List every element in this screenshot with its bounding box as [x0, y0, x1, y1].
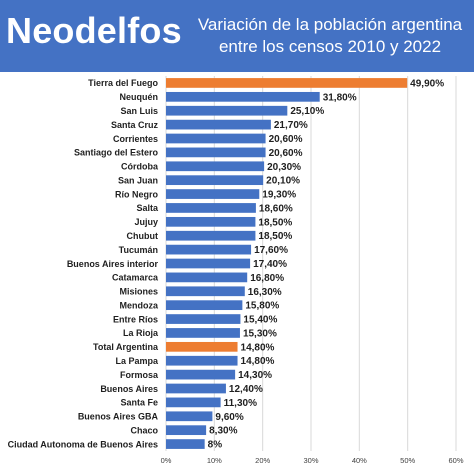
- value-label: 12,40%: [229, 384, 263, 395]
- category-label: Buenos Aires: [100, 384, 158, 394]
- value-label: 18,50%: [258, 217, 292, 228]
- bar: [166, 161, 265, 172]
- value-label: 20,60%: [269, 148, 303, 159]
- bar: [166, 147, 266, 158]
- value-label: 25,10%: [290, 106, 324, 117]
- category-label: Santa Cruz: [111, 120, 159, 130]
- x-tick-label: 60%: [448, 456, 463, 465]
- value-label: 9,60%: [215, 412, 243, 423]
- bar: [166, 189, 260, 199]
- bar: [166, 78, 408, 88]
- category-label: Chaco: [130, 425, 158, 435]
- bar: [166, 328, 240, 338]
- value-label: 20,60%: [269, 134, 303, 145]
- category-label: Catamarca: [112, 273, 159, 283]
- category-label: San Luis: [120, 106, 158, 116]
- bar: [166, 383, 226, 394]
- value-label: 15,30%: [243, 328, 277, 339]
- bar: [166, 425, 207, 436]
- bar: [166, 203, 256, 213]
- bar: [166, 216, 256, 227]
- category-label: Río Negro: [115, 189, 159, 199]
- value-label: 17,60%: [254, 245, 288, 256]
- category-label: San Juan: [118, 175, 158, 185]
- bar: [166, 411, 213, 422]
- category-label: Neuquén: [119, 92, 158, 102]
- category-label: Salta: [136, 203, 159, 213]
- value-label: 11,30%: [224, 398, 257, 409]
- value-label: 49,90%: [410, 78, 444, 89]
- bar: [166, 119, 271, 130]
- chart-title-line-2: entre los censos 2010 y 2022: [218, 37, 442, 56]
- category-label: Entre Ríos: [113, 314, 158, 324]
- bar: [166, 244, 252, 255]
- x-tick-label: 10%: [207, 456, 222, 465]
- bar: [166, 314, 241, 324]
- bar: [166, 272, 248, 283]
- category-label: Buenos Aires interior: [67, 259, 159, 269]
- value-label: 14,80%: [241, 356, 275, 367]
- chart-title-line-1: Variación de la población argentina: [197, 15, 463, 34]
- value-label: 8,30%: [209, 426, 237, 437]
- x-tick-label: 0%: [161, 456, 172, 465]
- category-label: Formosa: [120, 370, 159, 380]
- bar: [166, 341, 238, 352]
- value-label: 21,70%: [274, 120, 308, 131]
- category-label: Misiones: [119, 287, 158, 297]
- value-label: 31,80%: [323, 92, 357, 103]
- bar: [166, 300, 243, 311]
- category-label: La Pampa: [115, 356, 159, 366]
- value-label: 16,30%: [248, 287, 282, 298]
- bar: [166, 355, 238, 366]
- category-label: Corrientes: [113, 134, 158, 144]
- category-label: Córdoba: [121, 162, 159, 172]
- value-label: 17,40%: [253, 259, 287, 270]
- brand-logo-text: Neodelfos: [6, 10, 182, 51]
- x-tick-label: 20%: [255, 456, 270, 465]
- x-tick-label: 40%: [352, 456, 367, 465]
- bar: [166, 439, 205, 449]
- value-label: 20,30%: [267, 162, 301, 173]
- value-label: 20,10%: [266, 176, 300, 187]
- value-label: 15,80%: [245, 301, 279, 312]
- category-label: Santiago del Estero: [74, 148, 159, 158]
- category-label: Jujuy: [134, 217, 158, 227]
- bar: [166, 397, 221, 408]
- value-label: 16,80%: [250, 273, 284, 284]
- category-label: Chubut: [127, 231, 159, 241]
- category-label: Buenos Aires GBA: [78, 412, 159, 422]
- bar: [166, 105, 288, 116]
- value-label: 8%: [208, 440, 223, 451]
- category-label: Tucumán: [119, 245, 158, 255]
- value-label: 15,40%: [243, 315, 277, 326]
- value-label: 14,80%: [241, 342, 275, 353]
- value-label: 19,30%: [262, 190, 296, 201]
- value-label: 18,50%: [258, 231, 292, 242]
- bar: [166, 258, 251, 269]
- value-label: 14,30%: [238, 370, 272, 381]
- bar: [166, 133, 266, 144]
- bar: [166, 369, 236, 380]
- category-label: Mendoza: [119, 300, 158, 310]
- category-label: Ciudad Autonoma de Buenos Aires: [8, 439, 158, 449]
- bar: [166, 286, 245, 297]
- chart-title: Variación de la población argentina entr…: [190, 14, 470, 58]
- x-tick-label: 50%: [400, 456, 415, 465]
- category-label: Total Argentina: [93, 342, 159, 352]
- category-label: La Rioja: [123, 328, 159, 338]
- bar: [166, 175, 264, 186]
- bar: [166, 230, 256, 241]
- category-label: Tierra del Fuego: [88, 78, 158, 88]
- header-banner: Neodelfos Variación de la población arge…: [0, 0, 474, 72]
- x-tick-label: 30%: [303, 456, 318, 465]
- bar: [166, 91, 320, 102]
- category-label: Santa Fe: [120, 398, 158, 408]
- value-label: 18,60%: [259, 203, 293, 214]
